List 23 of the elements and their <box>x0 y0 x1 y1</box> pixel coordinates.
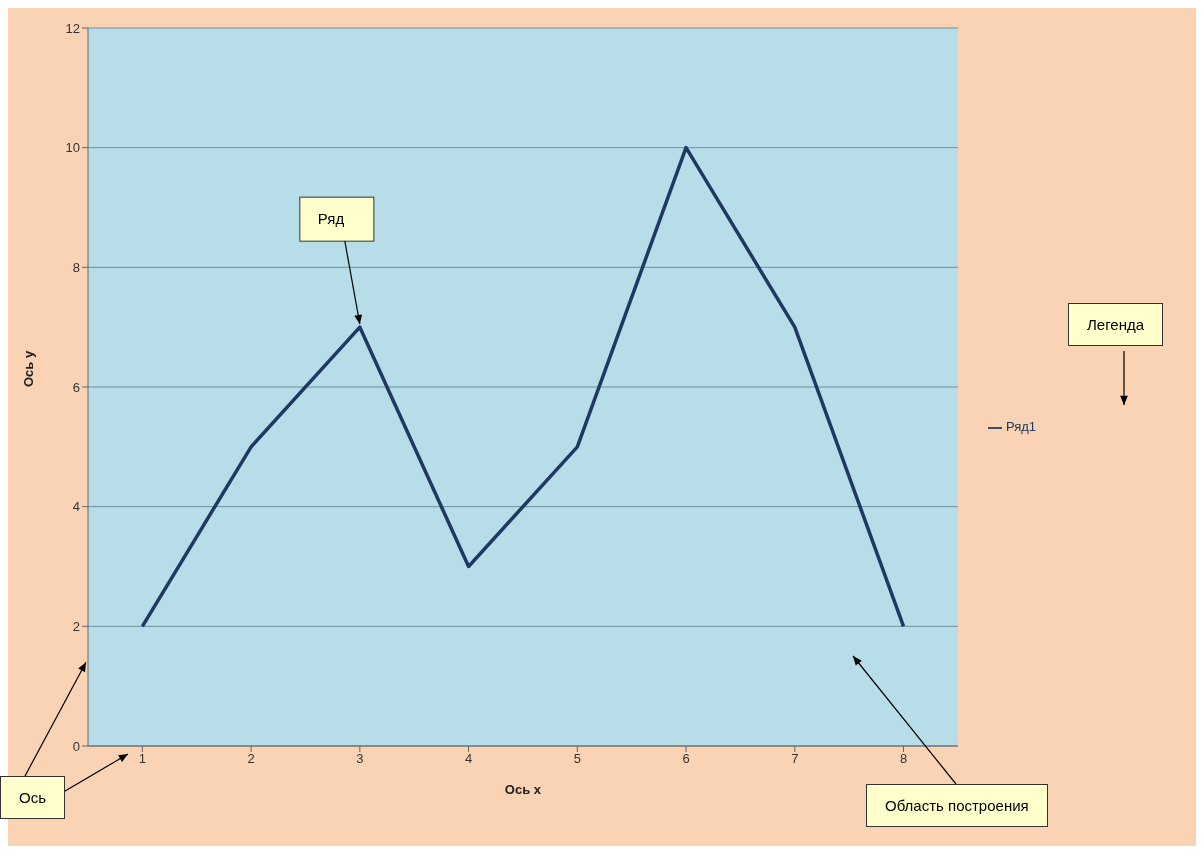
y-tick-label: 4 <box>72 499 80 515</box>
text: Ось <box>0 776 65 819</box>
x-tick-label: 4 <box>464 751 473 767</box>
x-tick-label: 1 <box>138 751 146 767</box>
legend-label: Ряд1 <box>1005 419 1036 435</box>
y-axis-title: Ось y <box>20 350 36 387</box>
y-tick-label: 6 <box>72 379 80 395</box>
line-series <box>140 145 906 629</box>
text: Легенда <box>1068 303 1164 347</box>
y-tick-label: 12 <box>65 20 80 36</box>
y-tick-label: 2 <box>72 618 80 634</box>
y-tick-label: 8 <box>72 259 80 275</box>
text: Область построения <box>866 784 1048 827</box>
annotation: Ряд <box>317 210 345 228</box>
y-tick-label: 10 <box>65 140 80 156</box>
x-tick-label: 6 <box>682 751 690 767</box>
x-tick-label: 2 <box>247 751 255 767</box>
x-tick-label: 3 <box>356 751 364 767</box>
x-tick-label: 7 <box>791 751 799 767</box>
x-tick-label: 8 <box>899 751 908 767</box>
y-tick-label: 0 <box>72 738 80 754</box>
x-axis-title: Ось x <box>504 782 542 797</box>
x-tick-label: 5 <box>573 751 581 767</box>
